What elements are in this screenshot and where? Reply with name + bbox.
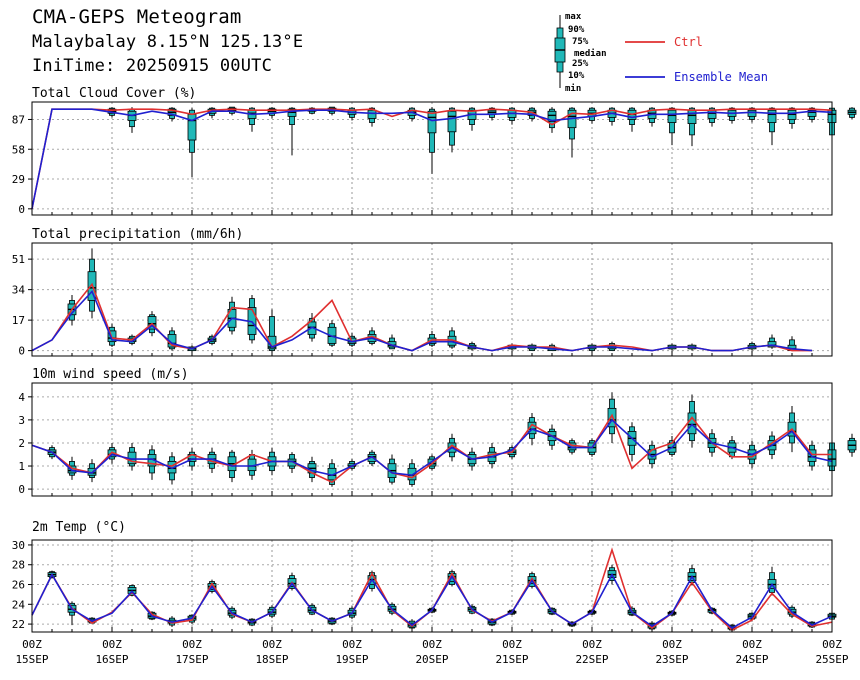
x-tick-label-date: 16SEP bbox=[95, 653, 128, 666]
box-inner-25-75 bbox=[367, 109, 377, 119]
ensemble-mean-line bbox=[31, 418, 833, 477]
box-inner-25-75 bbox=[427, 458, 437, 467]
box-inner-25-75 bbox=[687, 412, 697, 435]
ctrl-line bbox=[31, 108, 833, 209]
y-tick-label: 3 bbox=[18, 414, 25, 427]
legend-mean-label: Ensemble Mean bbox=[674, 70, 768, 84]
page-title: CMA-GEPS Meteogram bbox=[32, 6, 242, 28]
y-tick-label: 24 bbox=[12, 598, 26, 611]
panel-title: 10m wind speed (m/s) bbox=[32, 367, 189, 382]
y-tick-label: 34 bbox=[12, 284, 26, 297]
box-inner-25-75 bbox=[707, 109, 717, 119]
y-tick-label: 87 bbox=[12, 113, 25, 126]
y-tick-label: 0 bbox=[18, 345, 25, 358]
x-tick-label-date: 20SEP bbox=[415, 653, 448, 666]
legend-box-label: 75% bbox=[572, 37, 589, 47]
box-inner-25-75 bbox=[607, 407, 617, 428]
y-tick-label: 29 bbox=[12, 173, 25, 186]
legend-box-label: median bbox=[574, 48, 607, 59]
x-tick-label-date: 21SEP bbox=[495, 653, 528, 666]
y-tick-label: 30 bbox=[12, 539, 25, 552]
y-tick-label: 58 bbox=[12, 143, 25, 156]
box-outer-10-90 bbox=[269, 316, 275, 352]
y-tick-label: 51 bbox=[12, 253, 25, 266]
x-tick-label-hour: 00Z bbox=[502, 638, 522, 651]
y-tick-label: 0 bbox=[18, 203, 25, 216]
panel-title: 2m Temp (°C) bbox=[32, 520, 126, 535]
panel-title: Total precipitation (mm/6h) bbox=[32, 227, 243, 242]
x-tick-label-date: 15SEP bbox=[15, 653, 48, 666]
x-tick-label-hour: 00Z bbox=[262, 638, 282, 651]
x-tick-label-hour: 00Z bbox=[582, 638, 602, 651]
legend-box-label: max bbox=[565, 12, 582, 22]
y-tick-label: 17 bbox=[12, 314, 25, 327]
x-tick-label-date: 25SEP bbox=[815, 653, 848, 666]
x-tick-label-hour: 00Z bbox=[342, 638, 362, 651]
legend-box-label: min bbox=[565, 83, 581, 94]
x-tick-label-date: 19SEP bbox=[335, 653, 368, 666]
box-inner-25-75 bbox=[767, 341, 777, 348]
x-tick-label-date: 18SEP bbox=[255, 653, 288, 666]
ensemble-mean-line bbox=[31, 289, 813, 352]
x-tick-label-hour: 00Z bbox=[182, 638, 202, 651]
ensemble-mean-line bbox=[31, 108, 833, 209]
x-tick-label-date: 24SEP bbox=[735, 653, 768, 666]
x-tick-label-hour: 00Z bbox=[422, 638, 442, 651]
y-tick-label: 2 bbox=[18, 437, 25, 450]
y-tick-label: 4 bbox=[18, 391, 25, 404]
panel-title: Total Cloud Cover (%) bbox=[32, 86, 196, 101]
init-time-label: IniTime: 20250915 00UTC bbox=[32, 56, 273, 76]
box-inner-25-75 bbox=[547, 110, 557, 122]
y-tick-label: 26 bbox=[12, 579, 25, 592]
legend-ctrl-label: Ctrl bbox=[674, 35, 703, 49]
box-inner-25-75 bbox=[747, 109, 757, 117]
x-tick-label-date: 23SEP bbox=[655, 653, 688, 666]
y-tick-label: 22 bbox=[12, 618, 25, 631]
x-tick-label-hour: 00Z bbox=[22, 638, 42, 651]
box-inner-25-75 bbox=[767, 109, 777, 123]
legend-box-label: 10% bbox=[568, 71, 585, 81]
x-tick-label-hour: 00Z bbox=[102, 638, 122, 651]
legend-box-label: 25% bbox=[572, 59, 589, 69]
x-tick-label-hour: 00Z bbox=[742, 638, 762, 651]
x-tick-label-hour: 00Z bbox=[822, 638, 842, 651]
ensemble-mean-line bbox=[31, 572, 833, 629]
x-tick-label-date: 17SEP bbox=[175, 653, 208, 666]
box-inner-25-75 bbox=[527, 421, 537, 435]
location-label: Malaybalay 8.15°N 125.13°E bbox=[32, 32, 304, 52]
y-tick-label: 28 bbox=[12, 559, 25, 572]
y-tick-label: 0 bbox=[18, 483, 25, 496]
box-inner-25-75 bbox=[447, 110, 457, 133]
box-inner-25-75 bbox=[807, 109, 817, 117]
legend-box-label: 90% bbox=[568, 25, 585, 35]
y-tick-label: 1 bbox=[18, 460, 25, 473]
box-inner-25-75 bbox=[187, 113, 197, 141]
x-tick-label-hour: 00Z bbox=[662, 638, 682, 651]
box-inner-25-75 bbox=[667, 109, 677, 123]
box-inner-25-75 bbox=[687, 109, 697, 124]
box-inner-25-75 bbox=[427, 110, 437, 134]
x-tick-label-date: 22SEP bbox=[575, 653, 608, 666]
